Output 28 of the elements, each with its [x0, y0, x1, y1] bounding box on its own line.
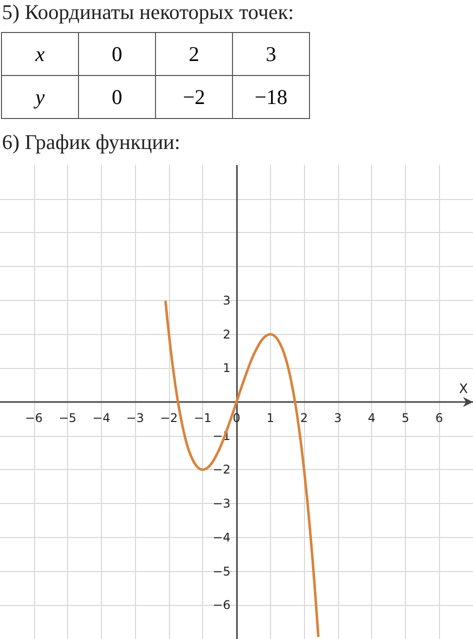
x-tick-label: 1 — [266, 411, 274, 425]
y-tick-label: 3 — [222, 293, 230, 308]
x-tick-label: −3 — [126, 411, 144, 425]
y-tick-label: −2 — [212, 462, 230, 477]
x-tick-label: −2 — [160, 411, 178, 425]
text: x — [2, 32, 78, 76]
text: 0 — [78, 32, 156, 76]
x-tick-label: 3 — [334, 411, 342, 425]
x-tick-label: 4 — [368, 411, 376, 425]
x-tick-label: −1 — [194, 411, 212, 425]
text: y — [2, 76, 78, 118]
x-tick-label: −5 — [58, 411, 76, 425]
x-tick-label: −4 — [92, 411, 110, 425]
text: 5) Координаты некоторых точек: — [2, 0, 294, 25]
text: 0 — [78, 76, 156, 118]
x-tick-label: 5 — [402, 411, 410, 425]
chart-title: 6) График функции: — [2, 130, 180, 155]
x-tick-label: 6 — [435, 411, 444, 425]
x-tick-label: 2 — [300, 411, 308, 425]
y-tick-label: −6 — [212, 598, 230, 612]
x-tick-label: −6 — [24, 411, 43, 425]
text: −18 — [232, 76, 310, 118]
x-axis-title: X — [459, 382, 468, 397]
y-tick-label: −5 — [212, 564, 230, 578]
y-tick-label: 2 — [222, 327, 230, 342]
y-tick-label: 1 — [222, 361, 230, 376]
y-tick-label: −3 — [212, 496, 230, 511]
y-tick-label: −4 — [212, 530, 230, 544]
